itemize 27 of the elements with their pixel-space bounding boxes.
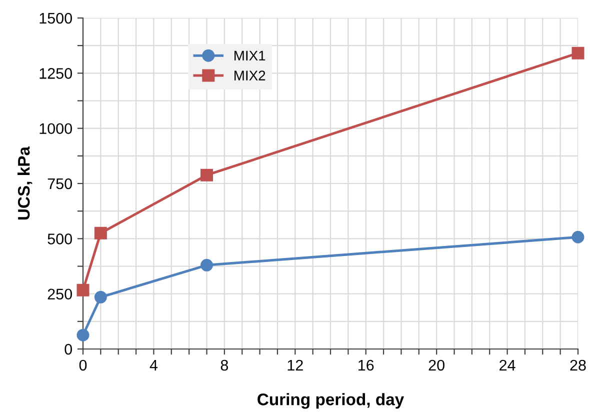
point bbox=[76, 284, 90, 296]
y-tick-label: 0 bbox=[64, 344, 72, 355]
point bbox=[572, 46, 584, 60]
x-tick-label: 4 bbox=[150, 360, 158, 370]
x-tick-label: 24 bbox=[500, 360, 516, 370]
y-tick-label: 1500 bbox=[40, 12, 72, 24]
x-tick-label: 12 bbox=[288, 360, 303, 370]
point bbox=[94, 226, 107, 240]
x-tick-label: 16 bbox=[358, 360, 374, 371]
y-tick-label: 1250 bbox=[40, 68, 72, 79]
y-axis-title: UCS, kPa bbox=[18, 146, 32, 220]
y-tick-label: 250 bbox=[48, 288, 72, 300]
legend-label: MIX1 bbox=[234, 50, 266, 60]
y-tick-label: 1000 bbox=[40, 123, 72, 134]
point bbox=[572, 230, 584, 244]
y-tick-label: 500 bbox=[48, 234, 72, 244]
point bbox=[94, 290, 107, 304]
point bbox=[76, 328, 90, 342]
x-tick-label: 28 bbox=[570, 360, 586, 371]
x-tick-label: 20 bbox=[428, 360, 444, 371]
legend-label: MIX2 bbox=[234, 70, 266, 80]
y-tick-label: 750 bbox=[48, 178, 72, 190]
x-axis-title: Curing period, day bbox=[258, 393, 404, 409]
point bbox=[200, 258, 213, 272]
x-tick-label: 8 bbox=[220, 360, 228, 371]
x-tick-label: 0 bbox=[79, 360, 87, 371]
point bbox=[200, 168, 213, 182]
